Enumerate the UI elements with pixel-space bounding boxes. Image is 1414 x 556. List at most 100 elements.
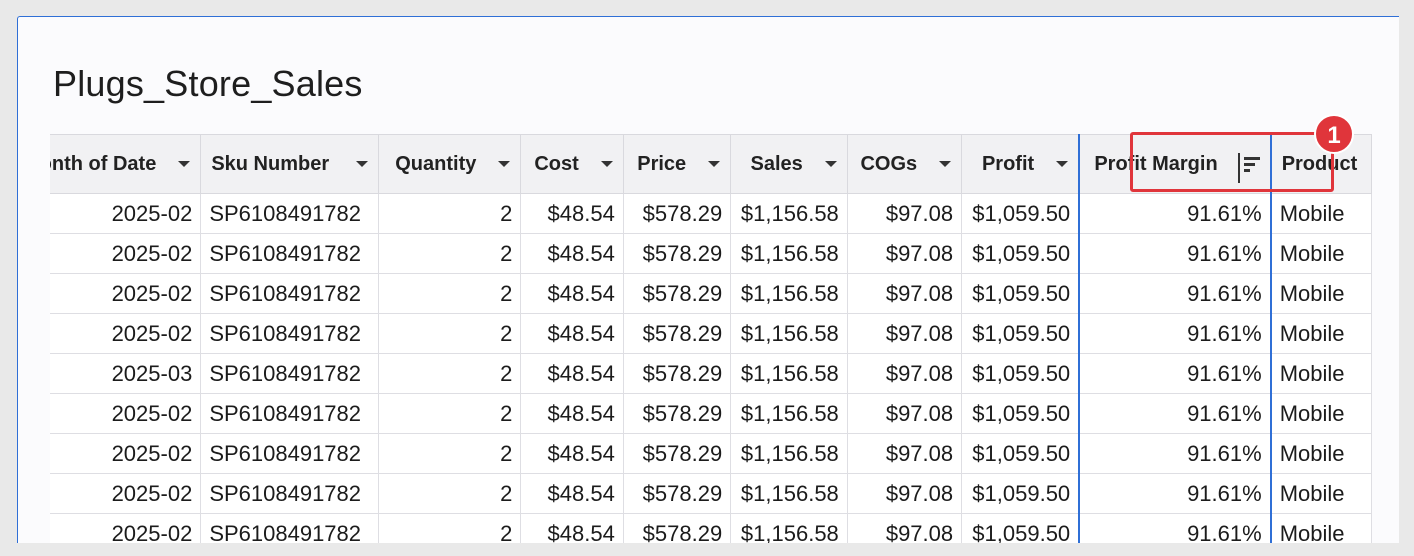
column-header-cogs[interactable]: COGs	[846, 134, 963, 194]
table-cell[interactable]: $48.54	[520, 233, 624, 274]
caret-down-icon[interactable]	[824, 161, 837, 167]
table-cell[interactable]: $97.08	[846, 353, 963, 394]
table-row[interactable]: 2025-02 SP6108491782 2 $48.54 $578.29 $1,156.…	[50, 473, 1372, 514]
table-cell[interactable]: 91.61%	[1078, 193, 1272, 234]
table-cell[interactable]: $578.29	[622, 233, 732, 274]
table-cell[interactable]: 2	[378, 393, 522, 434]
table-cell[interactable]: $1,156.58	[730, 273, 848, 314]
table-cell[interactable]: 2025-02	[50, 393, 202, 434]
table-cell[interactable]: $48.54	[520, 433, 624, 474]
table-cell[interactable]: SP6108491782	[200, 313, 380, 354]
table-cell[interactable]: $48.54	[520, 353, 624, 394]
caret-down-icon[interactable]	[1056, 161, 1069, 167]
table-cell[interactable]: 2	[378, 473, 522, 514]
table-cell[interactable]: $1,059.50	[961, 433, 1080, 474]
table-row[interactable]: 2025-02 SP6108491782 2 $48.54 $578.29 $1,156.…	[50, 513, 1372, 543]
table-cell[interactable]: $578.29	[622, 433, 732, 474]
table-cell[interactable]: $97.08	[846, 313, 963, 354]
table-cell[interactable]: 2025-02	[50, 273, 202, 314]
column-header-profit[interactable]: Profit	[961, 134, 1080, 194]
table-row[interactable]: 2025-02 SP6108491782 2 $48.54 $578.29 $1,156.…	[50, 393, 1372, 434]
table-row[interactable]: 2025-02 SP6108491782 2 $48.54 $578.29 $1,156.…	[50, 433, 1372, 474]
table-cell[interactable]: SP6108491782	[200, 513, 380, 543]
table-cell[interactable]: 91.61%	[1078, 393, 1272, 434]
table-cell[interactable]: 2025-03	[50, 353, 202, 394]
column-header-sales[interactable]: Sales	[730, 134, 848, 194]
table-cell[interactable]: $1,156.58	[730, 233, 848, 274]
table-cell[interactable]: Mobile	[1270, 433, 1372, 474]
table-cell[interactable]: $97.08	[846, 433, 963, 474]
table-cell[interactable]: Mobile	[1270, 353, 1372, 394]
table-cell[interactable]: $578.29	[622, 473, 732, 514]
table-cell[interactable]: $48.54	[520, 393, 624, 434]
table-cell[interactable]: $1,156.58	[730, 193, 848, 234]
table-cell[interactable]: SP6108491782	[200, 273, 380, 314]
table-cell[interactable]: $578.29	[622, 513, 732, 543]
column-header-quantity[interactable]: Quantity	[378, 134, 522, 194]
table-cell[interactable]: Mobile	[1270, 393, 1372, 434]
table-cell[interactable]: Mobile	[1270, 513, 1372, 543]
table-cell[interactable]: Mobile	[1270, 193, 1372, 234]
table-cell[interactable]: 2025-02	[50, 513, 202, 543]
table-cell[interactable]: $1,059.50	[961, 393, 1080, 434]
table-row[interactable]: 2025-02 SP6108491782 2 $48.54 $578.29 $1,156.…	[50, 313, 1372, 354]
table-cell[interactable]: $1,059.50	[961, 273, 1080, 314]
table-cell[interactable]: $1,059.50	[961, 513, 1080, 543]
caret-down-icon[interactable]	[939, 161, 952, 167]
table-cell[interactable]: 2	[378, 513, 522, 543]
table-cell[interactable]: 2	[378, 193, 522, 234]
data-grid-viewport[interactable]: Month of Date Sku Number Quantity Cost Price…	[50, 134, 1399, 543]
table-cell[interactable]: SP6108491782	[200, 353, 380, 394]
table-cell[interactable]: $97.08	[846, 273, 963, 314]
table-cell[interactable]: 2	[378, 233, 522, 274]
table-cell[interactable]: Mobile	[1270, 313, 1372, 354]
table-cell[interactable]: 2	[378, 313, 522, 354]
sort-descending-icon[interactable]	[1237, 152, 1260, 183]
table-cell[interactable]: Mobile	[1270, 273, 1372, 314]
table-cell[interactable]: SP6108491782	[200, 393, 380, 434]
table-cell[interactable]: 91.61%	[1078, 473, 1272, 514]
table-cell[interactable]: SP6108491782	[200, 233, 380, 274]
table-cell[interactable]: SP6108491782	[200, 433, 380, 474]
column-header-sku-number[interactable]: Sku Number	[200, 134, 380, 194]
table-cell[interactable]: $1,059.50	[961, 233, 1080, 274]
table-row[interactable]: 2025-02 SP6108491782 2 $48.54 $578.29 $1,156.…	[50, 193, 1372, 234]
table-cell[interactable]: Mobile	[1270, 473, 1372, 514]
table-cell[interactable]: 2	[378, 433, 522, 474]
table-cell[interactable]: $1,156.58	[730, 473, 848, 514]
table-cell[interactable]: $1,156.58	[730, 313, 848, 354]
table-cell[interactable]: SP6108491782	[200, 193, 380, 234]
table-cell[interactable]: $578.29	[622, 273, 732, 314]
table-cell[interactable]: $48.54	[520, 273, 624, 314]
table-cell[interactable]: $48.54	[520, 313, 624, 354]
table-row[interactable]: 2025-02 SP6108491782 2 $48.54 $578.29 $1,156.…	[50, 233, 1372, 274]
table-cell[interactable]: $578.29	[622, 393, 732, 434]
table-cell[interactable]: $1,156.58	[730, 353, 848, 394]
table-cell[interactable]: $1,059.50	[961, 473, 1080, 514]
table-cell[interactable]: $97.08	[846, 393, 963, 434]
table-cell[interactable]: $97.08	[846, 473, 963, 514]
table-cell[interactable]: 2	[378, 273, 522, 314]
table-cell[interactable]: $578.29	[622, 353, 732, 394]
table-cell[interactable]: $97.08	[846, 233, 963, 274]
table-cell[interactable]: $48.54	[520, 473, 624, 514]
table-cell[interactable]: SP6108491782	[200, 473, 380, 514]
table-cell[interactable]: Mobile	[1270, 233, 1372, 274]
caret-down-icon[interactable]	[356, 161, 369, 167]
table-cell[interactable]: 91.61%	[1078, 513, 1272, 543]
table-cell[interactable]: $1,156.58	[730, 513, 848, 543]
caret-down-icon[interactable]	[178, 161, 191, 167]
table-row[interactable]: 2025-03 SP6108491782 2 $48.54 $578.29 $1,156.…	[50, 353, 1372, 394]
table-cell[interactable]: 91.61%	[1078, 353, 1272, 394]
table-row[interactable]: 2025-02 SP6108491782 2 $48.54 $578.29 $1,156.…	[50, 273, 1372, 314]
table-cell[interactable]: $1,156.58	[730, 433, 848, 474]
table-cell[interactable]: 2025-02	[50, 193, 202, 234]
table-cell[interactable]: $97.08	[846, 193, 963, 234]
table-cell[interactable]: $97.08	[846, 513, 963, 543]
table-cell[interactable]: $48.54	[520, 513, 624, 543]
table-cell[interactable]: 2025-02	[50, 313, 202, 354]
table-cell[interactable]: $1,059.50	[961, 193, 1080, 234]
table-cell[interactable]: 2025-02	[50, 473, 202, 514]
table-cell[interactable]: $578.29	[622, 193, 732, 234]
table-cell[interactable]: $578.29	[622, 313, 732, 354]
